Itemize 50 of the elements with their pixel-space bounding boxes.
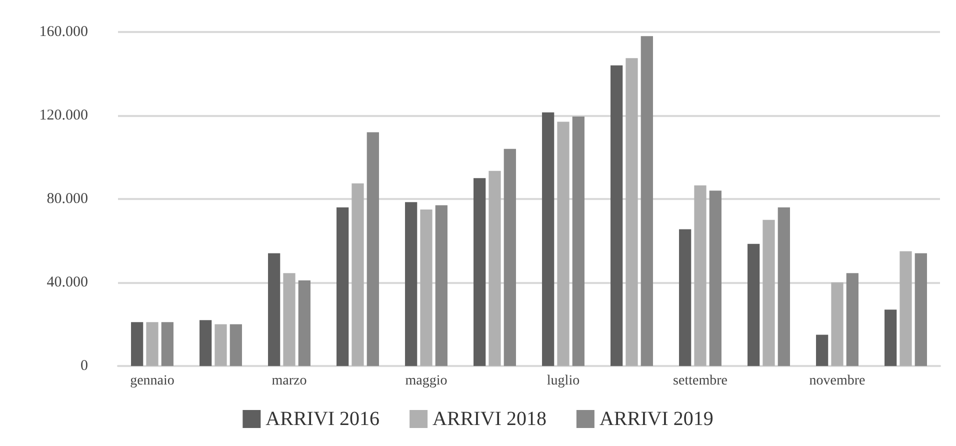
y-tick-label: 120.000 <box>39 108 88 124</box>
legend-label: ARRIVI 2016 <box>266 408 380 430</box>
bar <box>352 183 364 366</box>
bar <box>900 251 912 366</box>
bar <box>884 310 897 366</box>
bar <box>405 202 418 366</box>
bar <box>161 322 174 366</box>
legend-label: ARRIVI 2019 <box>599 408 714 430</box>
bar <box>572 116 584 366</box>
bar <box>846 273 858 366</box>
bar <box>709 190 722 366</box>
y-tick-label: 160.000 <box>39 24 88 40</box>
bar <box>131 322 144 366</box>
bar <box>268 253 280 366</box>
bar <box>778 207 790 366</box>
bar <box>542 112 554 366</box>
bar <box>626 58 638 366</box>
y-tick-label: 80.000 <box>46 191 88 207</box>
x-tick-label: luglio <box>546 374 580 388</box>
bar <box>283 273 296 366</box>
x-tick-label: novembre <box>809 374 866 388</box>
bar <box>420 209 432 366</box>
bar <box>762 220 775 366</box>
bar <box>610 65 623 366</box>
x-tick-label: maggio <box>405 374 448 388</box>
bar <box>214 324 227 366</box>
x-tick-label: gennaio <box>130 374 174 388</box>
x-tick-label: marzo <box>272 374 307 388</box>
bar <box>816 334 828 366</box>
bar <box>146 322 158 366</box>
bar <box>831 282 844 366</box>
legend-label: ARRIVI 2018 <box>432 408 546 430</box>
bar <box>435 205 448 366</box>
bar <box>200 320 212 366</box>
bar <box>474 178 486 366</box>
bar <box>748 244 760 366</box>
y-tick-label: 40.000 <box>46 274 88 290</box>
y-tick-label: 0 <box>80 358 88 374</box>
bar <box>694 185 706 366</box>
bar <box>640 36 653 366</box>
bar <box>336 207 349 366</box>
bar <box>298 280 310 366</box>
bar <box>914 253 927 366</box>
bar <box>679 229 692 366</box>
bar <box>366 132 379 366</box>
bar <box>488 170 501 366</box>
x-tick-label: settembre <box>673 374 728 388</box>
bar <box>504 148 516 366</box>
bar <box>230 324 242 366</box>
bar <box>557 122 570 366</box>
